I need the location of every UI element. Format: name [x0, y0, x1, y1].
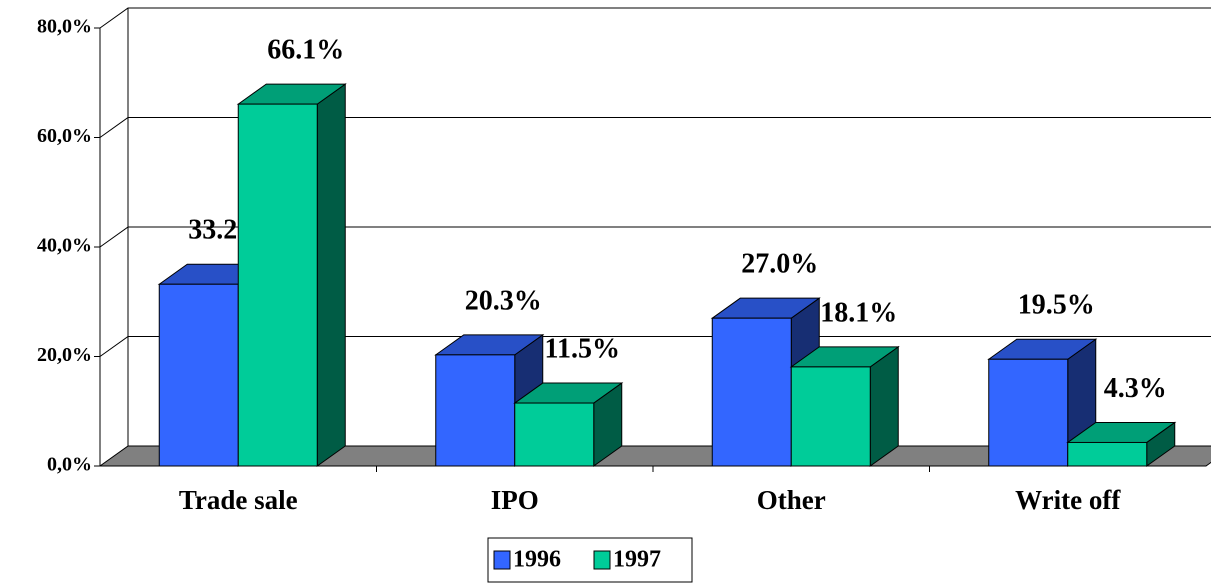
bar-side: [869, 345, 899, 467]
bar: [711, 317, 792, 467]
bar: [790, 366, 871, 467]
x-tick-label: Trade sale: [179, 485, 298, 515]
value-label: 18.1%: [820, 297, 897, 328]
x-tick-label: Other: [757, 485, 826, 515]
legend-box: [487, 537, 693, 583]
bar-side: [316, 83, 346, 467]
y-tick-label: 60,0%: [37, 125, 92, 147]
legend-swatch: [493, 550, 511, 570]
value-label: 66.1%: [267, 35, 344, 66]
y-tick-label: 40,0%: [37, 235, 92, 257]
grid-line: [99, 117, 1211, 138]
y-tick-label: 0,0%: [47, 454, 92, 476]
grid-line: [99, 226, 1211, 248]
y-tick-label: 20,0%: [37, 344, 92, 366]
y-tick-label: 80,0%: [37, 16, 92, 38]
legend-swatch: [593, 550, 611, 570]
value-label: 4.3%: [1104, 373, 1167, 404]
bar: [1067, 441, 1148, 467]
value-label: 20.3%: [465, 285, 542, 316]
bar: [237, 103, 318, 467]
legend-label: 1996: [513, 547, 561, 573]
grid-line: [99, 7, 1211, 29]
bar: [988, 358, 1069, 467]
grid-line: [99, 336, 1211, 357]
legend-label: 1997: [613, 547, 661, 573]
value-label: 19.5%: [1018, 290, 1095, 321]
value-label: 27.0%: [741, 249, 818, 280]
bar: [158, 283, 239, 467]
x-tick-label: IPO: [491, 485, 539, 515]
bar: [514, 402, 595, 467]
x-tick-label: Write off: [1015, 485, 1121, 515]
bar: [435, 354, 516, 467]
value-label: 11.5%: [545, 333, 620, 364]
